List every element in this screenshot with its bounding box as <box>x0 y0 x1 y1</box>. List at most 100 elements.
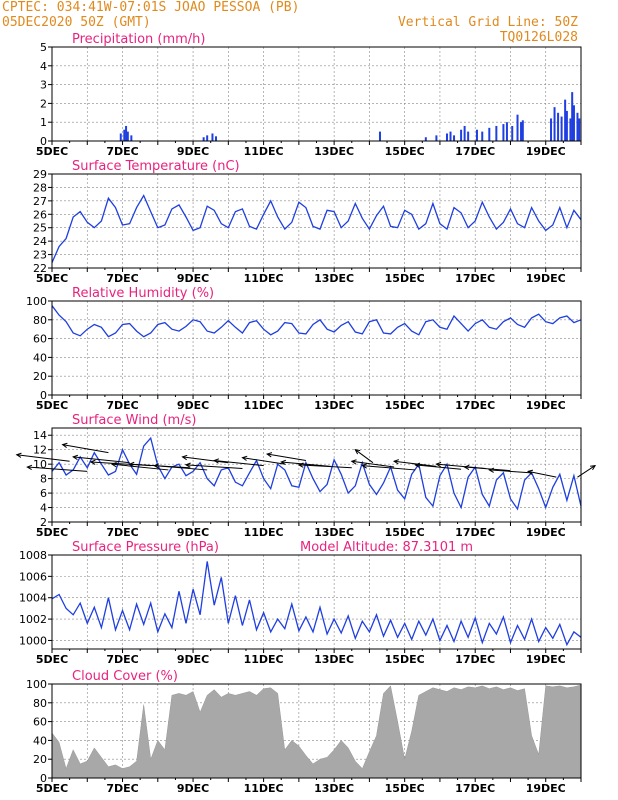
wind-arrow-head <box>414 462 421 468</box>
precip-bar <box>123 129 126 141</box>
wind-arrow <box>298 464 352 469</box>
temp-ytick-label: 24 <box>33 235 47 248</box>
temp-line <box>51 194 582 263</box>
wind-arrow-head <box>463 464 470 470</box>
precip-frame <box>51 46 582 142</box>
precip-ytick-label: 5 <box>40 41 47 54</box>
pres-ytick-label: 1000 <box>19 634 47 647</box>
wind-arrow-head <box>350 459 357 465</box>
temp-ytick-label: 25 <box>33 222 47 235</box>
temp-ytick-label: 23 <box>33 249 47 262</box>
precip-ytick-label: 3 <box>40 79 47 92</box>
wind-arrow-head <box>15 452 22 458</box>
wind-arrow-head <box>89 459 96 465</box>
header-model-code: TQ0126L028 <box>499 30 578 45</box>
wind-arrow-head <box>128 461 135 468</box>
wind-ytick-label: 6 <box>40 487 47 500</box>
wind-ytick-label: 14 <box>33 429 47 442</box>
temp-ytick-label: 29 <box>33 168 47 181</box>
temp-ytick-label: 26 <box>33 208 47 221</box>
pres-frame <box>51 554 582 650</box>
cloud-title: Cloud Cover (%) <box>72 669 178 684</box>
wind-xtick-label: 15DEC <box>385 526 425 539</box>
cloud-xtick-label: 13DEC <box>314 782 354 795</box>
rh-ytick-label: 40 <box>33 351 47 364</box>
rh-ytick-label: 0 <box>40 389 47 402</box>
precip-bar <box>572 105 575 141</box>
precip-bar <box>488 127 491 141</box>
pres-xtick-label: 13DEC <box>314 653 354 666</box>
precip-bar <box>560 116 563 141</box>
temp-ytick-label: 28 <box>33 181 47 194</box>
pres-ytick-label: 1002 <box>19 613 47 626</box>
wind-arrow <box>351 460 395 468</box>
precip-bar <box>460 129 463 141</box>
wind-arrow <box>16 454 70 462</box>
precip-ytick-label: 4 <box>40 60 47 73</box>
precip-bar <box>564 99 567 141</box>
wind-arrow-head <box>153 463 160 469</box>
temp-xtick-label: 11DEC <box>244 272 284 285</box>
temp-xtick-label: 15DEC <box>385 272 425 285</box>
rh-xtick-label: 11DEC <box>244 399 284 412</box>
rh-xtick-label: 17DEC <box>455 399 495 412</box>
precip-bar <box>550 118 553 141</box>
wind-ytick-label: 12 <box>33 444 47 457</box>
rh-xtick-label: 7DEC <box>106 399 138 412</box>
wind-arrow <box>527 470 557 478</box>
precip-bar <box>520 122 523 141</box>
wind-arrow <box>214 460 264 467</box>
precip-xtick-label: 13DEC <box>314 145 354 158</box>
wind-line <box>51 436 582 511</box>
temp-xtick-label: 7DEC <box>106 272 138 285</box>
wind-arrow-head <box>354 449 361 455</box>
cloud-xtick-label: 19DEC <box>526 782 566 795</box>
wind-xtick-label: 11DEC <box>244 526 284 539</box>
wind-xtick-label: 7DEC <box>106 526 138 539</box>
rh-xtick-label: 13DEC <box>314 399 354 412</box>
rh-xtick-label: 5DEC <box>36 399 68 412</box>
wind-arrow-head <box>392 459 399 465</box>
temp-xtick-label: 17DEC <box>455 272 495 285</box>
cloud-xtick-label: 7DEC <box>106 782 138 795</box>
wind-arrow <box>394 460 437 467</box>
wind-arrow-head <box>241 455 248 461</box>
precip-bar <box>569 118 572 141</box>
wind-arrow-head <box>280 459 287 465</box>
rh-xtick-label: 9DEC <box>177 399 209 412</box>
temp-title: Surface Temperature (nC) <box>72 159 240 174</box>
wind-arrow <box>577 465 596 478</box>
precip-bar <box>453 135 456 141</box>
header-station: CPTEC: 034:41W-07:01S JOAO PESSOA (PB) <box>2 0 300 15</box>
precip-xtick-label: 9DEC <box>177 145 209 158</box>
pres-xtick-label: 11DEC <box>244 653 284 666</box>
cloud-area <box>51 684 582 779</box>
wind-arrow-head <box>26 464 33 470</box>
wind-xtick-label: 19DEC <box>526 526 566 539</box>
header-grid-note: Vertical Grid Line: 50Z <box>397 15 578 30</box>
precip-title: Precipitation (mm/h) <box>72 32 205 47</box>
temp-xtick-label: 9DEC <box>177 272 209 285</box>
cloud-ytick-label: 60 <box>33 716 47 729</box>
precip-bar <box>511 125 514 141</box>
wind-arrow <box>281 461 331 467</box>
wind-arrow <box>415 464 462 470</box>
wind-arrow <box>362 465 416 471</box>
pres-xtick-label: 19DEC <box>526 653 566 666</box>
temp-xtick-label: 5DEC <box>36 272 68 285</box>
precip-bar <box>521 120 524 141</box>
wind-arrow-head <box>361 463 368 469</box>
temp-xtick-label: 13DEC <box>314 272 354 285</box>
temp-ytick-label: 22 <box>33 262 47 275</box>
wind-arrow-head <box>181 454 188 461</box>
wind-arrow <box>154 465 208 471</box>
cloud-xtick-label: 9DEC <box>177 782 209 795</box>
cloud-xtick-label: 15DEC <box>385 782 425 795</box>
pres-ytick-label: 1008 <box>19 549 47 562</box>
cloud-xtick-label: 11DEC <box>244 782 284 795</box>
temp-xtick-label: 19DEC <box>526 272 566 285</box>
wind-arrow-head <box>213 458 220 464</box>
precip-bar <box>571 92 574 141</box>
rh-xtick-label: 15DEC <box>385 399 425 412</box>
